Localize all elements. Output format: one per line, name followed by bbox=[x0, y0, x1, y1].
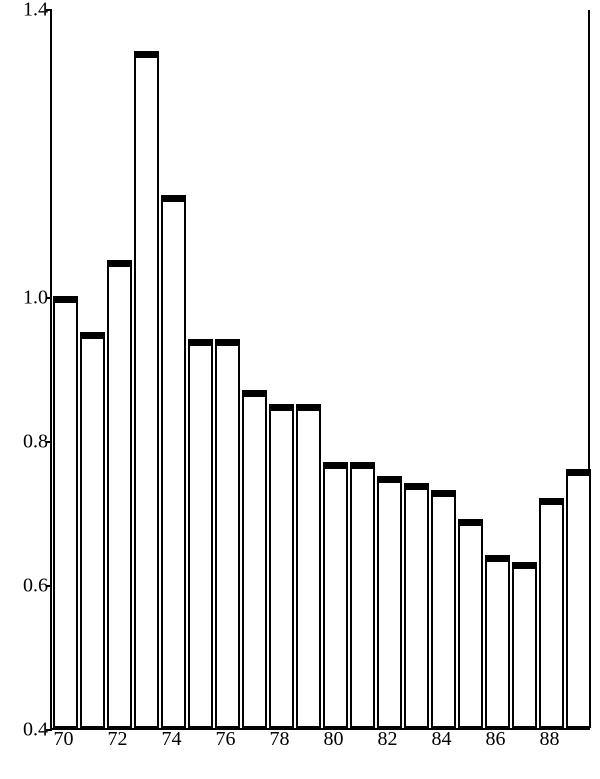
bar-top-shade bbox=[325, 464, 346, 469]
bar-chart bbox=[50, 10, 590, 730]
bar-top-shade bbox=[352, 464, 373, 469]
bar bbox=[269, 404, 294, 728]
x-axis-label: 82 bbox=[378, 728, 398, 751]
bar bbox=[431, 490, 456, 728]
bar bbox=[161, 195, 186, 728]
bar bbox=[107, 260, 132, 728]
bar-top-shade bbox=[541, 500, 562, 505]
bar bbox=[485, 555, 510, 728]
x-axis-label: 70 bbox=[54, 728, 74, 751]
bar-top-shade bbox=[109, 262, 130, 267]
bar-top-shade bbox=[55, 298, 76, 303]
bar bbox=[323, 462, 348, 728]
bar-top-shade bbox=[217, 341, 238, 346]
y-axis-label: 0.8 bbox=[23, 431, 48, 454]
x-axis-label: 72 bbox=[108, 728, 128, 751]
bar-top-shade bbox=[568, 471, 589, 476]
x-axis-label: 86 bbox=[486, 728, 506, 751]
bar-top-shade bbox=[487, 557, 508, 562]
bar-top-shade bbox=[514, 564, 535, 569]
bar-top-shade bbox=[298, 406, 319, 411]
bar bbox=[296, 404, 321, 728]
y-axis-label: 1.0 bbox=[23, 287, 48, 310]
y-axis-label: 1.4 bbox=[23, 0, 48, 22]
y-axis-label: 0.6 bbox=[23, 575, 48, 598]
bar bbox=[404, 483, 429, 728]
x-axis-label: 74 bbox=[162, 728, 182, 751]
bar-top-shade bbox=[136, 53, 157, 58]
bar-top-shade bbox=[379, 478, 400, 483]
x-axis-label: 76 bbox=[216, 728, 236, 751]
bar bbox=[566, 469, 591, 728]
x-axis-label: 78 bbox=[270, 728, 290, 751]
bar bbox=[350, 462, 375, 728]
bar-top-shade bbox=[82, 334, 103, 339]
bar-top-shade bbox=[190, 341, 211, 346]
bar bbox=[215, 339, 240, 728]
bar bbox=[377, 476, 402, 728]
bar bbox=[188, 339, 213, 728]
bar-top-shade bbox=[271, 406, 292, 411]
bar-top-shade bbox=[406, 485, 427, 490]
bar bbox=[80, 332, 105, 728]
bar bbox=[512, 562, 537, 728]
bar-top-shade bbox=[163, 197, 184, 202]
bar bbox=[134, 51, 159, 728]
x-axis-label: 80 bbox=[324, 728, 344, 751]
bar-top-shade bbox=[460, 521, 481, 526]
bar bbox=[242, 390, 267, 728]
plot-area bbox=[50, 10, 590, 730]
y-axis-label: 0.4 bbox=[23, 719, 48, 742]
bar bbox=[539, 498, 564, 728]
bar bbox=[53, 296, 78, 728]
bar-top-shade bbox=[244, 392, 265, 397]
bar bbox=[458, 519, 483, 728]
x-axis-label: 88 bbox=[540, 728, 560, 751]
x-axis-label: 84 bbox=[432, 728, 452, 751]
bar-top-shade bbox=[433, 492, 454, 497]
